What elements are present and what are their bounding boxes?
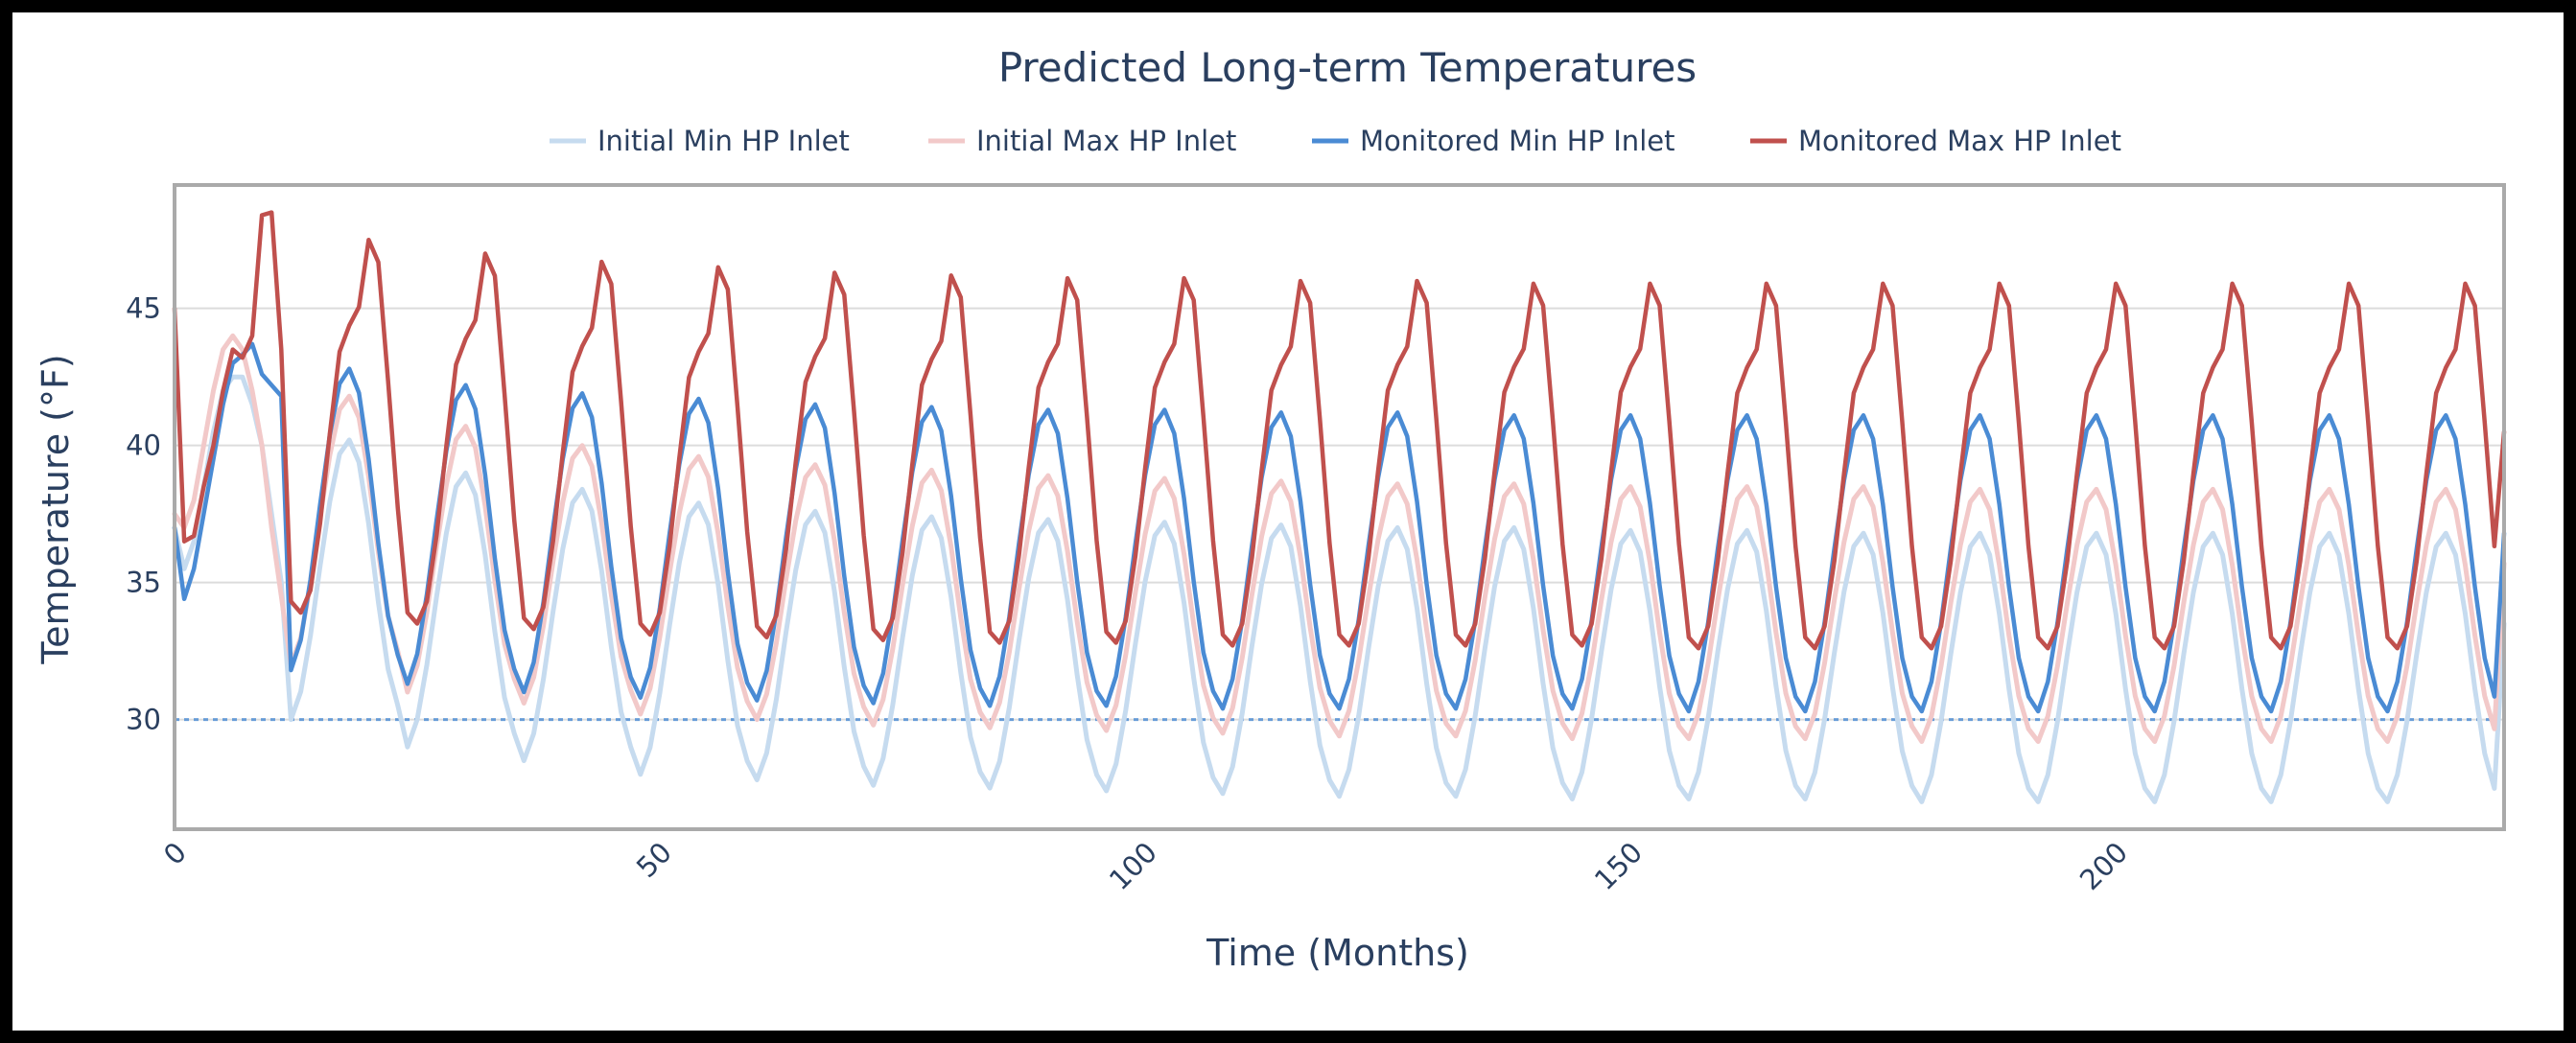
series-initial-max-line <box>172 333 2507 744</box>
x-tick-label: 200 <box>2073 836 2134 896</box>
x-tick-label: 150 <box>1588 836 1649 896</box>
series-monitored-min-legend-label: Monitored Min HP Inlet <box>1360 125 1674 157</box>
x-tick-label: 0 <box>157 836 193 871</box>
y-tick-label: 35 <box>126 567 161 599</box>
x-tick-label: 50 <box>630 836 678 884</box>
x-tick-label: 100 <box>1103 836 1163 896</box>
y-tick-label: 45 <box>126 292 161 325</box>
series-initial-min-legend-label: Initial Min HP Inlet <box>597 125 850 157</box>
x-axis-title: Time (Months) <box>1206 932 1469 974</box>
series-initial-min-line <box>172 374 2507 804</box>
chart-frame: Predicted Long-term Temperatures Initial… <box>12 12 2564 1031</box>
x-axis-ticks: 0 50 100 150 200 <box>157 836 2134 896</box>
series-initial-max-legend-label: Initial Max HP Inlet <box>976 125 1236 157</box>
y-tick-label: 40 <box>126 429 161 462</box>
y-tick-label: 30 <box>126 704 161 736</box>
series-monitored-max-legend-label: Monitored Max HP Inlet <box>1798 125 2121 157</box>
legend: Initial Min HP Inlet Initial Max HP Inlet… <box>550 125 2121 157</box>
series-group <box>172 210 2507 804</box>
y-axis-ticks: 30 35 40 45 <box>126 292 161 736</box>
plot-area <box>172 183 2507 831</box>
plot-border <box>173 183 2506 831</box>
chart-title: Predicted Long-term Temperatures <box>998 44 1697 91</box>
series-monitored-max-line <box>172 210 2507 651</box>
y-axis-title: Temperature (°F) <box>35 354 77 664</box>
chart: Predicted Long-term Temperatures Initial… <box>35 44 2507 974</box>
